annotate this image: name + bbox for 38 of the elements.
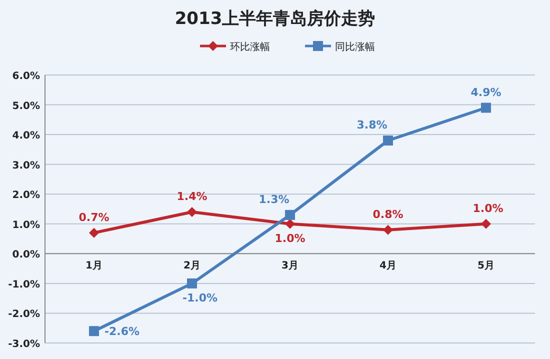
y-tick-label: 0.0% bbox=[12, 250, 40, 261]
x-tick-label: 5月 bbox=[478, 260, 494, 272]
chart-title: 2013上半年青岛房价走势 bbox=[174, 9, 376, 29]
x-tick-label: 3月 bbox=[282, 260, 298, 272]
data-label: 4.9% bbox=[470, 86, 502, 99]
point bbox=[481, 102, 491, 113]
point bbox=[383, 136, 393, 146]
y-tick-label: 5.0% bbox=[12, 100, 40, 112]
point bbox=[89, 228, 99, 238]
y-tick-label: 2.0% bbox=[12, 190, 40, 202]
point bbox=[285, 210, 295, 220]
data-label: 1.3% bbox=[258, 192, 290, 206]
data-label: 1.0% bbox=[472, 202, 504, 215]
data-label: 1.4% bbox=[176, 190, 208, 203]
y-tick-label: 6.0% bbox=[12, 71, 40, 82]
data-label: 0.7% bbox=[78, 210, 110, 224]
y-tick-label: 1.0% bbox=[12, 220, 40, 231]
x-tick-label: 4月 bbox=[380, 260, 396, 272]
data-label: -2.6% bbox=[104, 325, 140, 338]
x-tick-label: 1月 bbox=[86, 260, 102, 272]
legend-label: 环比涨幅 bbox=[230, 41, 270, 53]
point bbox=[383, 224, 393, 235]
point bbox=[285, 218, 295, 229]
data-label: 0.8% bbox=[372, 208, 404, 221]
y-tick-label: -2.0% bbox=[8, 309, 40, 320]
data-label: 3.8% bbox=[356, 118, 388, 132]
point bbox=[89, 326, 99, 336]
data-label: 1.0% bbox=[274, 232, 306, 245]
y-tick-label: -3.0% bbox=[8, 339, 40, 350]
x-tick-label: 2月 bbox=[184, 260, 200, 272]
y-tick-label: -1.0% bbox=[8, 279, 40, 290]
point bbox=[187, 206, 197, 217]
legend-label: 同比涨幅 bbox=[335, 41, 375, 53]
point bbox=[481, 218, 491, 229]
point bbox=[187, 278, 197, 288]
data-label: -1.0% bbox=[182, 291, 218, 304]
y-tick-label: 4.0% bbox=[12, 130, 40, 142]
y-tick-label: 3.0% bbox=[12, 160, 40, 172]
